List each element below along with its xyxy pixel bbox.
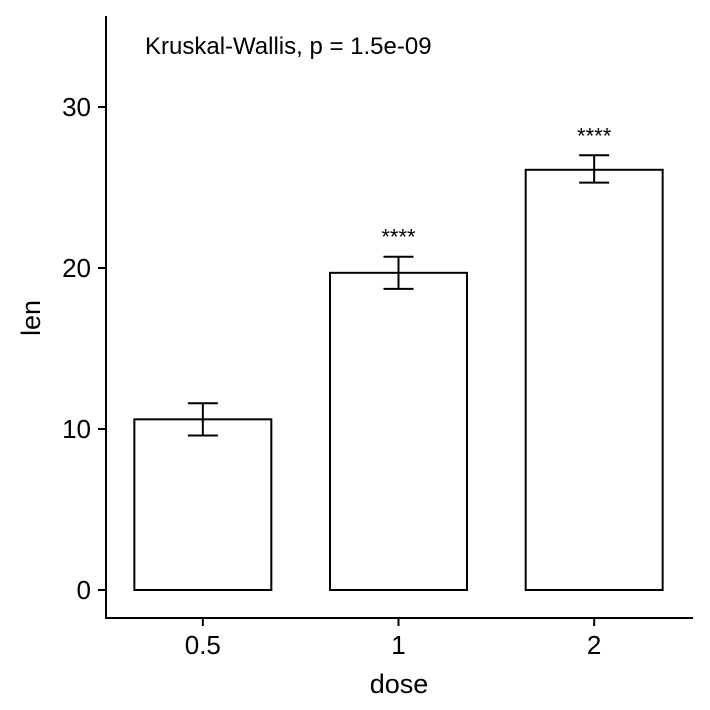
x-axis-title: dose: [370, 669, 429, 699]
x-tick-label: 1: [391, 630, 405, 660]
y-axis-ticks: 0 10 20 30: [62, 92, 106, 605]
y-tick-label: 0: [77, 575, 91, 605]
test-annotation: Kruskal-Wallis, p = 1.5e-09: [145, 33, 432, 60]
y-axis-title: len: [16, 300, 46, 336]
bar-1: [329, 271, 468, 591]
x-tick-label: 2: [587, 630, 601, 660]
significance-layer: **** ****: [381, 123, 611, 249]
significance-label: ****: [577, 123, 612, 148]
y-tick-label: 30: [62, 92, 91, 122]
bar-2: [524, 168, 664, 591]
x-axis-ticks: 0.5 1 2: [185, 618, 601, 660]
error-bars-layer: [187, 154, 610, 437]
y-tick-label: 10: [62, 414, 91, 444]
bar-0.5: [133, 418, 273, 591]
x-tick-label: 0.5: [185, 630, 221, 660]
y-tick-label: 20: [62, 253, 91, 283]
significance-label: ****: [381, 225, 416, 250]
